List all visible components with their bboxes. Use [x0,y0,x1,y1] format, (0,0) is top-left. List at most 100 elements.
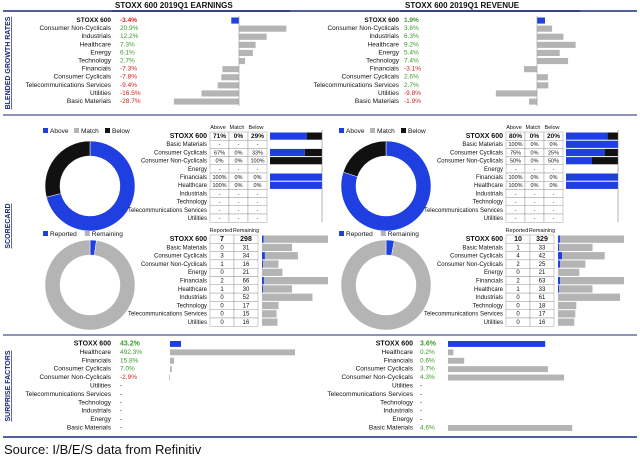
cell-value: 329 [536,236,548,243]
value-label: 4.6% [420,425,435,432]
stack-reported [262,285,263,293]
cell-value: - [515,216,517,222]
cell-value: 0 [220,312,224,318]
col-header: Reported [210,228,233,234]
value-label: 20.9% [120,25,139,32]
cell-value: 61 [539,295,546,301]
cell-value: - [553,167,555,173]
stack-remaining [559,243,593,252]
row-label: Consumer Non-Cyclicals [141,159,207,165]
cell-value: 63 [539,279,546,285]
row-label: Financials [476,279,503,285]
cell-value: - [238,167,240,173]
stack-remaining [558,268,580,276]
stack-remaining [560,277,624,285]
col-header: Match [230,125,245,131]
value-label: - [120,408,122,415]
row-label: Telecommunications Services [424,208,503,214]
stack-reported [262,235,264,243]
bar [239,33,267,40]
reported-donut-slice [44,239,136,331]
category-label: Utilities [378,90,400,97]
category-label: Technology [380,399,414,406]
bar [537,33,564,40]
cell-value: 0% [235,159,243,165]
category-label: Financials [384,357,414,364]
value-label: 3.7% [420,366,435,373]
cell-value: 0% [235,183,243,189]
cell-value: 15 [243,312,250,318]
value-label: 2.7% [404,82,419,89]
cell-value: 100% [212,183,226,189]
category-label: STOXX 600 [376,341,413,348]
value-label: - [120,383,122,390]
row-label: Utilities [484,320,503,326]
bar [170,349,295,356]
value-label: 4.3% [420,374,435,381]
stack-remaining [562,252,605,260]
cell-value: 42 [539,254,546,260]
cell-value: 0 [516,320,520,326]
scorecard-legend-label: Above [346,128,365,135]
col-header: Below [249,125,264,131]
value-label: - [420,408,422,415]
bar [221,74,239,81]
category-label: Industrials [383,408,413,415]
row-label: Industrials [180,295,207,301]
row-label: Utilities [484,216,503,222]
reported-legend-swatch [339,231,344,236]
category-label: Telecommunications Services [327,391,413,398]
cell-value: 31 [243,245,250,251]
stack-remaining [262,268,283,276]
cell-value: 0 [516,303,520,309]
scorecard-donut-slice [44,140,91,198]
cell-value: 17 [243,303,250,309]
stack-remaining [264,252,298,260]
cell-value: 100% [508,183,522,189]
cell-value: - [257,167,259,173]
bar [529,98,537,105]
category-label: Telecommunications Services [313,82,399,89]
value-label: -2.9% [120,374,137,381]
scorecard-legend-swatch [105,128,110,133]
bar [448,425,573,431]
cell-value: 0% [234,133,244,140]
value-label: 9.2% [404,41,419,48]
row-label: Energy [188,270,207,276]
side-label-scorecard: SCORECARD [5,203,12,248]
stack-below [607,132,618,140]
row-label: Utilities [188,216,207,222]
cell-value: 29% [251,133,264,140]
row-label: Basic Materials [166,245,207,251]
cell-value: 0 [220,320,224,326]
row-label: Financials [180,175,207,181]
row-label: Financials [180,279,207,285]
cell-value: 4 [516,254,520,260]
scorecard-legend-swatch [339,128,344,133]
table-cell [529,317,555,327]
stack-remaining [263,235,328,243]
stack-remaining [262,318,278,326]
bar [201,90,239,97]
category-label: Energy [378,49,399,56]
cell-value: 10 [514,236,522,243]
category-label: Consumer Non-Cyclicals [39,374,111,381]
cell-value: - [553,200,555,206]
bar [239,25,287,32]
cell-value: 34 [243,254,250,260]
row-label: Financials [476,175,503,181]
cell-value: - [534,167,536,173]
category-label: Basic Materials [67,425,112,432]
cell-value: 0% [254,183,262,189]
category-label: Energy [90,416,111,423]
row-label: Energy [484,270,503,276]
stack-above [566,173,618,181]
value-label: - [420,399,422,406]
category-label: Consumer Non-Cyclicals [39,25,111,32]
cell-value: - [257,200,259,206]
row-label: Consumer Cyclicals [450,150,503,156]
cell-value: 0% [550,142,558,148]
bar [537,41,576,48]
cell-value: 33% [252,150,263,156]
